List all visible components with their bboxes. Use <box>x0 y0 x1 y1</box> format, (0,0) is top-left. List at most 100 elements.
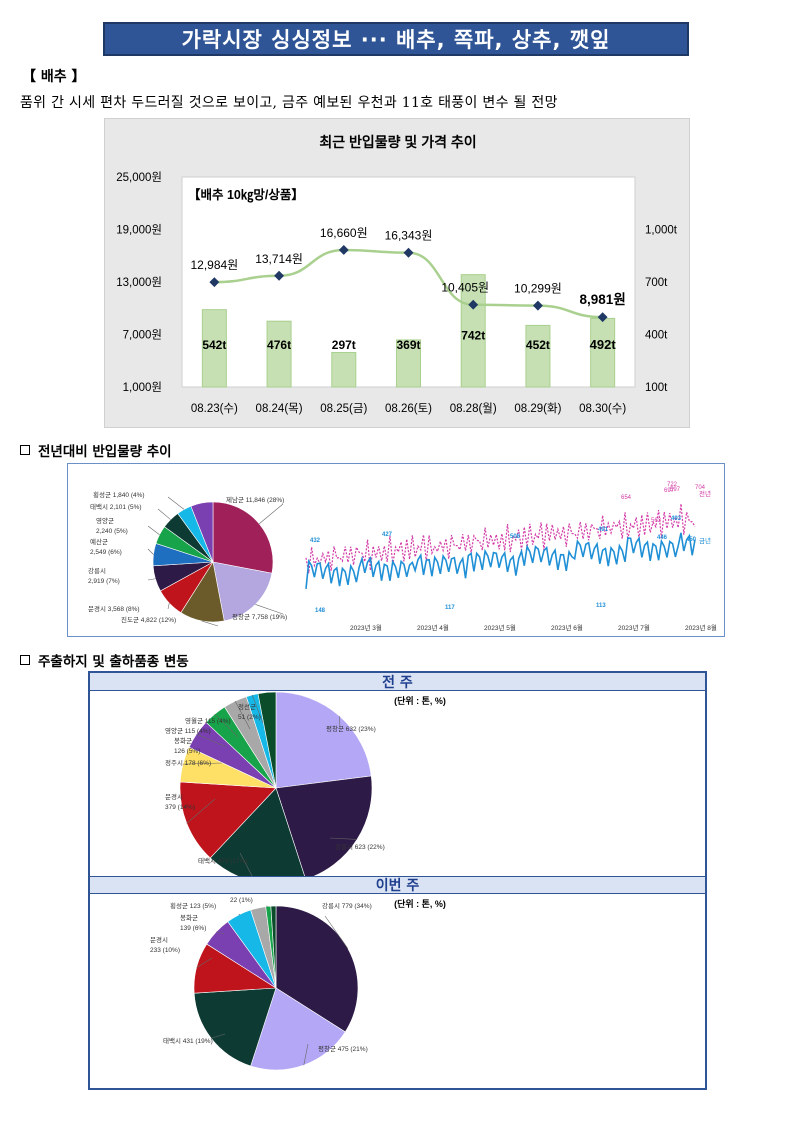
x-tick: 08.24(목) <box>256 402 303 415</box>
pie-label: 정주시 178 (6%) <box>165 758 211 767</box>
month-label: 2023년 7월 <box>618 623 650 632</box>
curr-value-label: 508 <box>510 534 521 540</box>
prev-week-header: 전 주 <box>90 673 705 691</box>
pie-label: 51 (2%) <box>238 714 261 721</box>
subheading-origin-variety: 주출하지 및 출하품종 변동 <box>20 650 189 670</box>
pie-label: 2,240 (5%) <box>96 528 128 535</box>
prev-week-charts: (단위 : 톤, %) 평창군 632 (23%) 강릉시 623 (22%) 태백시… <box>90 691 446 876</box>
curr-value-label: 148 <box>315 608 326 614</box>
leader-line <box>324 915 349 949</box>
y-right-tick: 400t <box>645 330 668 342</box>
legend-prev: 전년 <box>699 489 711 498</box>
leader-line <box>147 548 154 555</box>
month-label: 2023년 3월 <box>350 623 382 632</box>
unit-label: (단위 : 톤, %) <box>394 898 446 909</box>
x-tick: 08.25(금) <box>320 403 367 415</box>
price-marker <box>274 270 285 281</box>
volume-label: 542t <box>202 338 226 352</box>
volume-bar <box>590 317 616 388</box>
y-right-tick: 100t <box>645 382 668 394</box>
pie-slice <box>212 501 274 574</box>
price-label: 10,405원 <box>441 281 489 295</box>
price-marker <box>468 299 479 310</box>
price-volume-chart-svg: 최근 반입물량 및 가격 추이 【배추 10㎏망/상품】 25,000원 19,000… <box>116 134 678 415</box>
prev-value-label: 704 <box>695 485 706 491</box>
leader-line <box>303 1043 309 1066</box>
this-week-header: 이번 주 <box>90 876 705 894</box>
curr-value-label: 117 <box>445 605 455 611</box>
pie-slice <box>270 905 277 989</box>
x-tick: 08.26(토) <box>385 403 432 415</box>
origin-pie-chart: 제남군 11,846 (28%) 평창군 7,758 (19%) 진도군 4,822… <box>88 490 287 627</box>
x-tick: 08.23(수) <box>191 402 238 415</box>
leader-line <box>251 694 264 724</box>
month-label: 2023년 4월 <box>417 623 449 632</box>
price-marker <box>403 247 414 258</box>
volume-label: 452t <box>526 338 550 352</box>
leader-line <box>147 578 156 581</box>
curr-value-label: 427 <box>382 532 393 538</box>
pie-label: 강릉시 779 (34%) <box>322 901 372 910</box>
pie-label: 평창군 632 (23%) <box>326 724 376 733</box>
pie-label: 태백시 479 (17%) <box>198 856 248 865</box>
curr-value-label: 446 <box>657 535 668 541</box>
y-left-tick: 1,000원 <box>123 380 162 394</box>
pie-label: 평창군 475 (21%) <box>318 1044 368 1053</box>
x-tick: 08.30(수) <box>579 402 626 415</box>
this-week-charts: (단위 : 톤, %) 강릉시 779 (34%) 평창군 475 (21%) 태백시… <box>90 894 446 1071</box>
month-label: 2023년 8월 <box>685 623 717 632</box>
chart-annotation: 【배추 10㎏망/상품】 <box>188 187 304 203</box>
price-label: 13,714원 <box>255 252 303 266</box>
prev-value-label: 654 <box>621 495 632 501</box>
pie-label: 횡성군 1,840 (4%) <box>93 490 145 499</box>
volume-label: 492t <box>590 337 617 352</box>
price-volume-chart: 최근 반입물량 및 가격 추이 【배추 10㎏망/상품】 25,000원 19,000… <box>104 118 690 428</box>
curr-value-label: 491 <box>598 527 609 533</box>
section-label: 【 배추 】 <box>22 69 86 85</box>
curr-value-label: 493 <box>671 516 682 522</box>
pie-label: 영월군 115 (4%) <box>185 716 231 725</box>
pie-label: 태백시 431 (19%) <box>163 1036 213 1045</box>
leader-line <box>201 620 219 627</box>
curr-value-label: 450 <box>686 537 697 543</box>
pie-label: 22 (1%) <box>230 897 253 904</box>
pie-label: 평창군 7,758 (19%) <box>232 612 287 621</box>
pie-label: 379 (14%) <box>165 804 195 811</box>
pie-label: 봉화군 <box>180 914 198 922</box>
price-label: 8,981원 <box>580 292 626 307</box>
yearly-volume-panel: 제남군 11,846 (28%) 평창군 7,758 (19%) 진도군 4,822… <box>67 463 725 637</box>
legend-curr: 금년 <box>699 536 711 545</box>
pie-label: 문경시 <box>165 792 183 801</box>
prev-value-label: 563 <box>651 518 662 524</box>
leader-line <box>255 604 284 615</box>
volume-bar <box>396 339 421 388</box>
prev-value-label: 597 <box>670 487 681 493</box>
pie-label: 진도군 4,822 (12%) <box>121 615 176 624</box>
origin-variety-panel: 전 주 (단위 : 톤, %) 평창군 632 (23%) 강릉시 623 (22%… <box>88 671 707 1090</box>
price-marker <box>209 277 220 288</box>
volume-label: 369t <box>396 338 420 352</box>
y-left-tick: 19,000원 <box>116 223 162 237</box>
volume-bar <box>201 309 227 388</box>
volume-label: 297t <box>332 338 356 352</box>
checkbox-square-icon <box>20 655 30 665</box>
leader-line <box>183 762 223 765</box>
curr-year-line <box>305 532 696 589</box>
volume-bar <box>331 352 357 388</box>
leader-line <box>238 913 241 916</box>
y-right-tick: 1,000t <box>645 225 678 237</box>
volume-label: 476t <box>267 338 291 352</box>
summary-text: 품위 간 시세 편차 두드러질 것으로 보이고, 금주 예보된 우천과 11호 … <box>20 95 558 111</box>
price-label: 16,343원 <box>385 229 433 243</box>
pie-label: 강릉시 623 (22%) <box>335 842 385 851</box>
pie-label: 강릉시 <box>88 566 106 575</box>
prev-value-label: 697 <box>664 488 675 494</box>
price-label: 16,660원 <box>320 226 368 240</box>
leader-line <box>259 503 284 524</box>
price-marker <box>338 245 349 255</box>
price-label: 10,299원 <box>514 282 562 296</box>
pie-slice <box>212 561 273 622</box>
subheading-origin-variety-text: 주출하지 및 출하품종 변동 <box>38 654 189 670</box>
leader-line <box>167 603 170 610</box>
y-left-tick: 13,000원 <box>116 275 162 289</box>
